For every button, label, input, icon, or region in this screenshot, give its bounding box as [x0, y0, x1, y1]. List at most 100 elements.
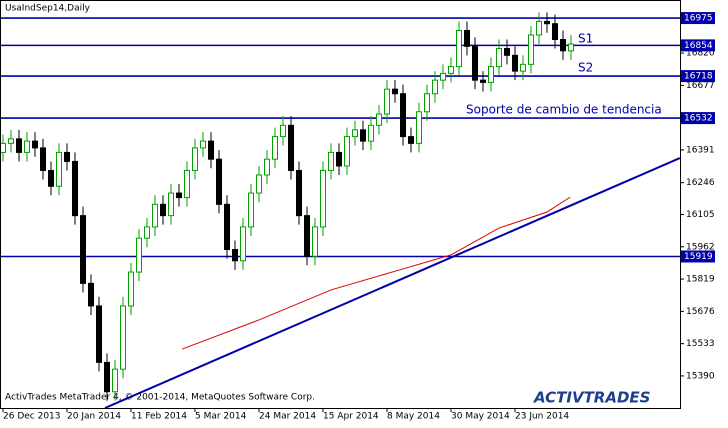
candle-body: [48, 169, 54, 187]
level-label: 15919: [684, 252, 713, 262]
candle-body: [96, 305, 102, 363]
candle-body: [480, 79, 486, 83]
candle-body: [144, 226, 150, 239]
x-tick-label: 24 Mar 2014: [259, 412, 316, 422]
y-tick-label: 16246: [686, 178, 715, 188]
candle-body: [24, 140, 30, 153]
candle-body: [248, 192, 254, 228]
candle-body: [408, 136, 414, 144]
candle-body: [320, 169, 326, 228]
y-tick-label: 16677: [686, 81, 715, 91]
y-tick-label: 16391: [686, 145, 715, 155]
level-label: 16532: [684, 114, 713, 124]
candle-body: [32, 140, 38, 149]
candle-body: [200, 140, 206, 149]
candle-body: [488, 66, 494, 83]
plot-border: [0, 0, 681, 409]
candle-body: [160, 203, 166, 217]
x-tick-label: 20 Jan 2014: [67, 412, 121, 422]
moving-average: [182, 196, 571, 350]
x-tick-label: 26 Dec 2013: [3, 412, 61, 422]
y-tick-label: 15676: [686, 307, 715, 317]
x-tick-label: 8 May 2014: [387, 412, 440, 422]
level-label-bg: [681, 39, 715, 52]
candle-body: [288, 124, 294, 171]
y-tick-label: 16820: [686, 49, 715, 59]
x-tick-label: 5 Mar 2014: [195, 412, 247, 422]
candle-body: [168, 192, 174, 217]
candle-body: [544, 20, 550, 25]
candle-body: [384, 88, 390, 115]
candle-body: [400, 93, 406, 138]
candle-body: [192, 147, 198, 171]
annotation: Soporte de cambio de tendencia: [466, 103, 662, 117]
level-label: 16975: [684, 14, 713, 24]
candle-body: [528, 34, 534, 65]
level-label-bg: [681, 12, 715, 25]
candle-body: [360, 129, 366, 142]
level-label: 16718: [684, 72, 713, 82]
candle-body: [40, 147, 46, 171]
plot-area: [0, 12, 681, 409]
candle-body: [368, 124, 374, 142]
x-tick-label: 23 Jun 2014: [515, 412, 569, 422]
candle-body: [208, 140, 214, 160]
candle-body: [104, 361, 110, 393]
candle-body: [504, 48, 510, 56]
trend-line: [104, 157, 681, 409]
candle-body: [0, 142, 6, 153]
candle-body: [424, 93, 430, 113]
annotation: S1: [578, 32, 593, 46]
candle-body: [336, 151, 342, 167]
candle-body: [264, 158, 270, 176]
candle-body: [176, 192, 182, 199]
candle-body: [328, 151, 334, 171]
candle-body: [416, 111, 422, 144]
x-tick-label: 15 Apr 2014: [323, 412, 379, 422]
y-tick-label: 15390: [686, 371, 715, 381]
x-tick-label: 30 May 2014: [451, 412, 510, 422]
candle-body: [56, 151, 62, 187]
candle-body: [136, 237, 142, 273]
candle-body: [536, 20, 542, 36]
y-tick-label: 15533: [686, 339, 715, 349]
candle-body: [216, 158, 222, 205]
candle-body: [256, 174, 262, 194]
candle-body: [520, 63, 526, 72]
candle-body: [232, 248, 238, 262]
candle-body: [464, 29, 470, 47]
level-label-bg: [681, 70, 715, 83]
candle-body: [296, 169, 302, 217]
level-label-bg: [681, 250, 715, 263]
candle-body: [496, 48, 502, 68]
candle-body: [432, 79, 438, 95]
candle-body: [224, 203, 230, 250]
chart-title: UsaIndSep14,Daily: [5, 4, 91, 14]
candle-body: [552, 23, 558, 41]
candle-body: [8, 138, 14, 144]
logo: ACTIVTRADES: [533, 389, 650, 407]
candle-body: [72, 160, 78, 217]
y-tick-label: 15819: [686, 275, 715, 285]
candle-body: [448, 66, 454, 74]
level-label-bg: [681, 112, 715, 125]
candle-body: [560, 39, 566, 52]
candle-body: [280, 124, 286, 138]
candle-body: [88, 282, 94, 307]
candle-body: [568, 43, 574, 52]
candle-body: [80, 215, 86, 284]
y-tick-label: 16105: [686, 210, 715, 220]
footer: ActivTrades MetaTrader 4, © 2001-2014, M…: [5, 393, 315, 403]
candle-body: [344, 136, 350, 167]
candle-body: [440, 72, 446, 81]
candle-body: [240, 226, 246, 262]
annotation: S2: [578, 61, 593, 75]
candle-body: [16, 138, 22, 153]
x-tick-label: 11 Feb 2014: [131, 412, 187, 422]
candle-body: [472, 45, 478, 81]
candle-body: [272, 136, 278, 160]
candle-body: [312, 226, 318, 257]
candle-body: [456, 29, 462, 68]
candle-body: [184, 169, 190, 199]
